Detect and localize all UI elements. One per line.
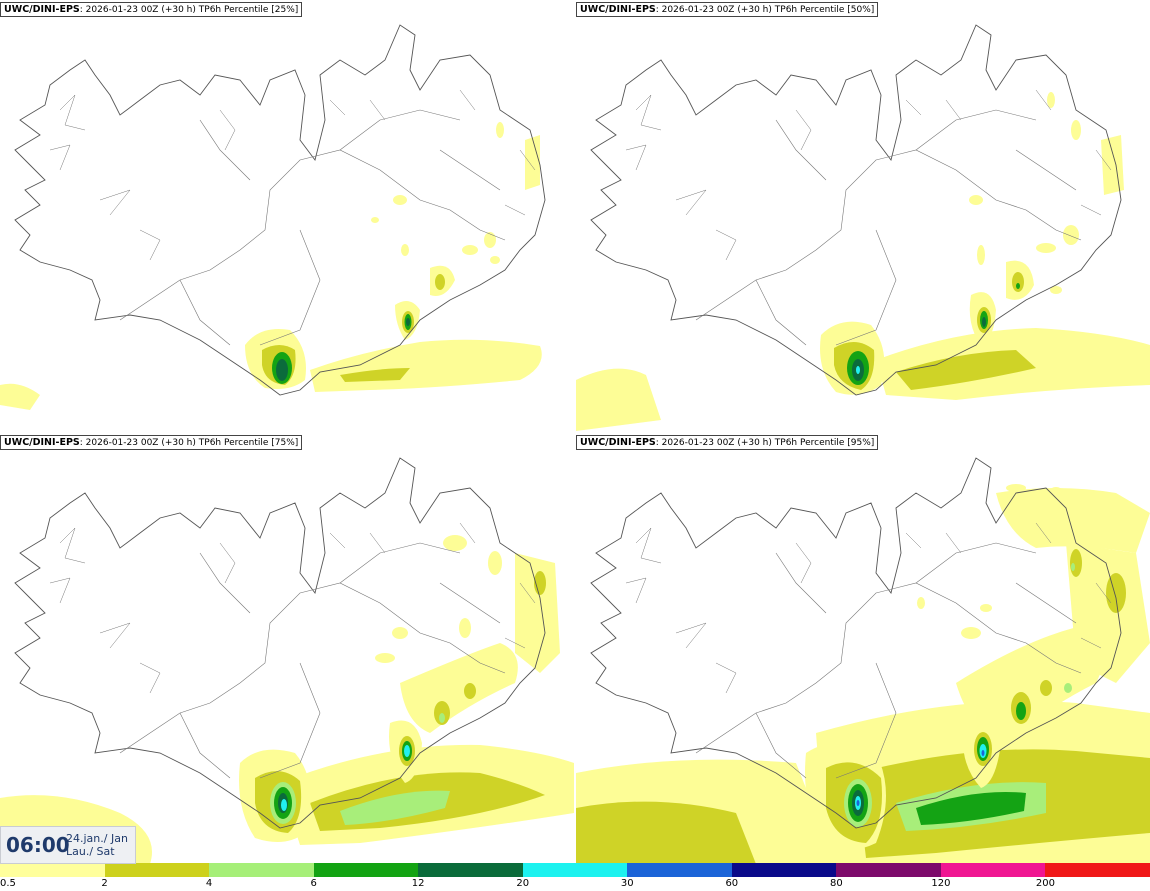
legend-tick-label: 0.5 [0, 878, 16, 889]
precip-field [576, 484, 1150, 864]
run-info: : 2026-01-23 00Z (+30 h) [655, 438, 772, 448]
legend-swatch [418, 863, 523, 877]
legend-tick-label: 80 [829, 878, 843, 889]
legend-tick-label: 2 [101, 878, 108, 889]
map-panel-p50: UWC/DINI-EPS: 2026-01-23 00Z (+30 h) TP6… [576, 0, 1150, 431]
map-panel-p75: UWC/DINI-EPS: 2026-01-23 00Z (+30 h) TP6… [0, 433, 574, 864]
product-name: TP6h Percentile [95%] [774, 438, 875, 448]
legend-tick-label: 6 [310, 878, 317, 889]
model-name: UWC/DINI-EPS [4, 4, 80, 15]
legend-color-bar [0, 863, 1150, 877]
legend-swatch [104, 863, 210, 877]
precip-map [0, 457, 574, 864]
legend-swatch [1045, 863, 1150, 877]
legend-swatch [209, 863, 314, 877]
valid-time-box: 06:00 24.jan./ Jan Lau./ Sat [0, 826, 136, 864]
legend-swatch [522, 863, 628, 877]
legend-tick-label: 120 [931, 878, 951, 889]
legend-tick-label: 60 [725, 878, 739, 889]
product-name: TP6h Percentile [75%] [198, 438, 299, 448]
valid-time: 06:00 [6, 833, 70, 857]
model-name: UWC/DINI-EPS [580, 437, 656, 448]
product-name: TP6h Percentile [50%] [774, 5, 875, 15]
run-info: : 2026-01-23 00Z (+30 h) [79, 5, 196, 15]
map-panel-p95: UWC/DINI-EPS: 2026-01-23 00Z (+30 h) TP6… [576, 433, 1150, 864]
precip-map [576, 457, 1150, 864]
panel-title: UWC/DINI-EPS: 2026-01-23 00Z (+30 h) TP6… [0, 2, 303, 17]
run-info: : 2026-01-23 00Z (+30 h) [655, 5, 772, 15]
precip-map [576, 24, 1150, 431]
legend-swatch [313, 863, 419, 877]
legend-swatch [731, 863, 837, 877]
legend-tick-label: 20 [516, 878, 530, 889]
valid-date-line2: Lau./ Sat [66, 845, 115, 858]
legend-swatch [627, 863, 732, 877]
color-legend: 0.5 2 4 6 12 20 30 60 80 120 200 [0, 863, 1150, 891]
precip-map [0, 24, 546, 410]
precip-field [576, 92, 1150, 431]
model-name: UWC/DINI-EPS [580, 4, 656, 15]
legend-swatch [940, 863, 1046, 877]
legend-tick-label: 30 [620, 878, 634, 889]
panel-title: UWC/DINI-EPS: 2026-01-23 00Z (+30 h) TP6… [0, 435, 303, 450]
valid-date-line1: 24.jan./ Jan [66, 832, 128, 845]
legend-tick-label: 4 [205, 878, 213, 889]
legend-swatch [0, 863, 105, 877]
legend-tick-label: 200 [1035, 878, 1055, 889]
model-name: UWC/DINI-EPS [4, 437, 80, 448]
panel-title: UWC/DINI-EPS: 2026-01-23 00Z (+30 h) TP6… [576, 2, 879, 17]
run-info: : 2026-01-23 00Z (+30 h) [79, 438, 196, 448]
product-name: TP6h Percentile [25%] [198, 5, 299, 15]
precip-field [0, 535, 574, 864]
precip-field [0, 122, 542, 410]
panel-title: UWC/DINI-EPS: 2026-01-23 00Z (+30 h) TP6… [576, 435, 879, 450]
legend-swatch [836, 863, 941, 877]
map-panel-p25: UWC/DINI-EPS: 2026-01-23 00Z (+30 h) TP6… [0, 0, 574, 431]
valid-date: 24.jan./ Jan Lau./ Sat [66, 832, 128, 858]
legend-tick-label: 12 [411, 878, 425, 889]
